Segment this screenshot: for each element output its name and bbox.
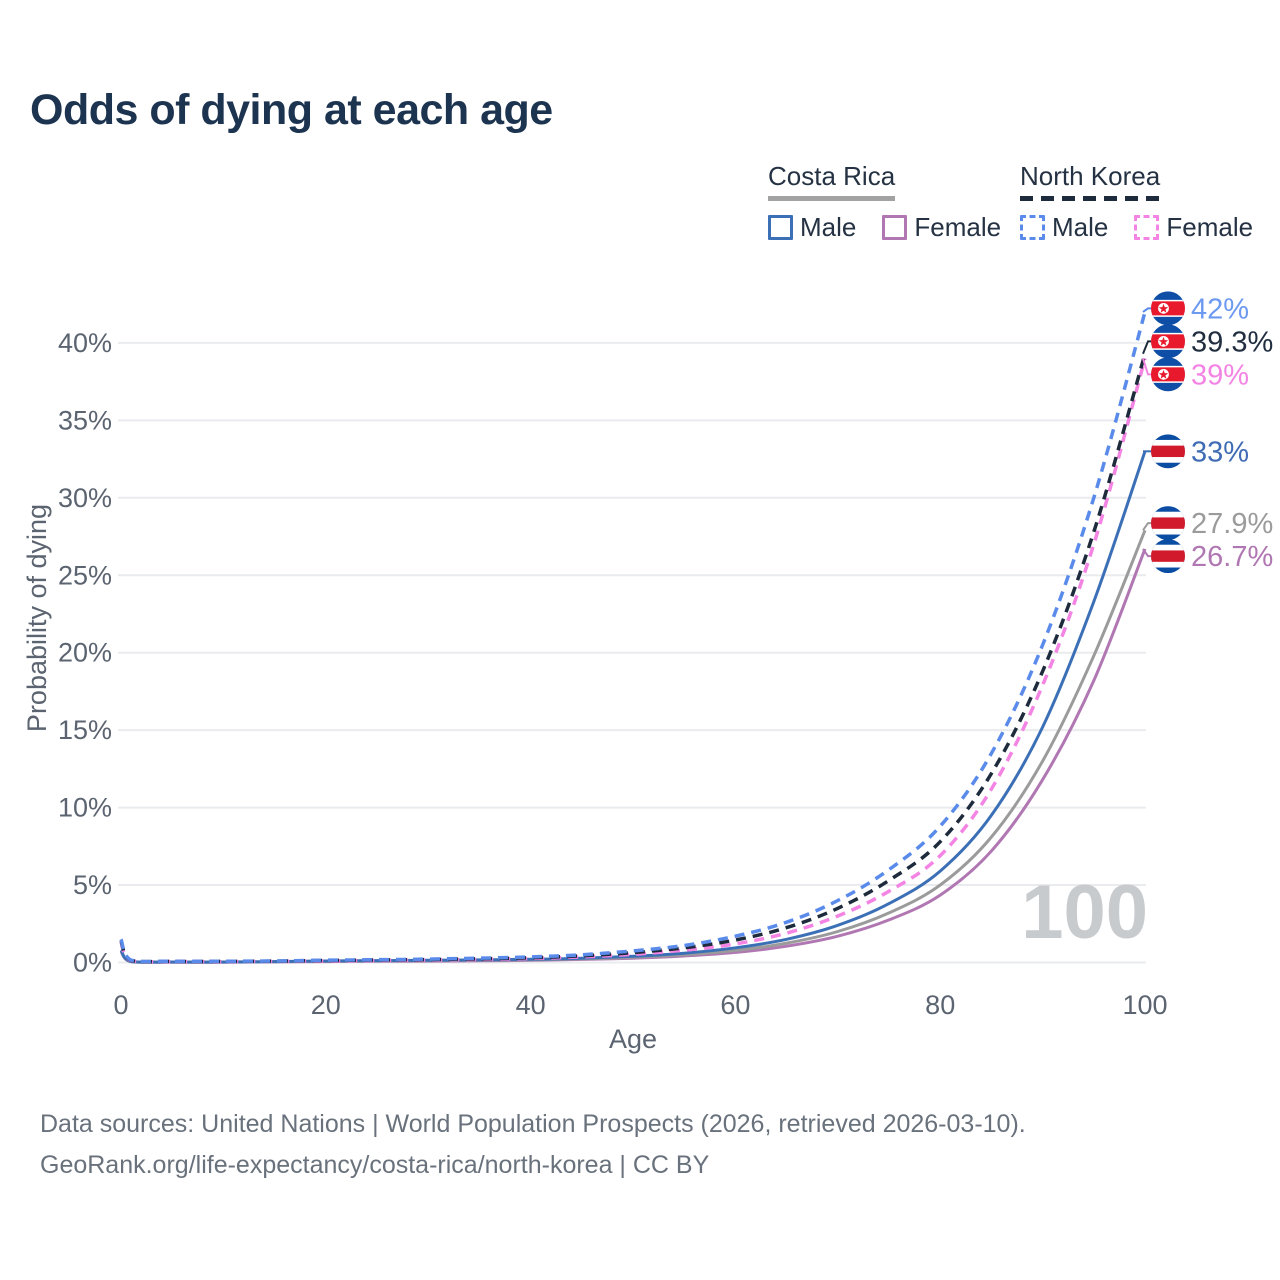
series-callout-north-korea-male: [1142, 307, 1151, 313]
north-korea-flag-icon: [1151, 291, 1185, 326]
costa-rica-flag-icon: [1151, 506, 1185, 541]
north-korea-flag-icon: [1151, 357, 1185, 392]
dashed-swatch-icon: [1134, 215, 1160, 240]
dashed-swatch-icon: [1020, 215, 1045, 240]
series-end-label-north-korea-male: 42%: [1191, 293, 1249, 325]
legend-group-title: North Korea: [1020, 161, 1161, 191]
series-end-label-costa-rica-both-sexes: 27.9%: [1191, 508, 1273, 540]
series-line-north-korea-male[interactable]: [119, 311, 1147, 964]
series-callout-costa-rica-both-sexes: [1142, 522, 1151, 531]
page-title: Odds of dying at each age: [30, 86, 553, 134]
y-tick-label: 10%: [58, 793, 112, 823]
solid-swatch-icon: [882, 215, 908, 240]
legend-item-label: Male: [800, 212, 857, 242]
footer-data-sources: Data sources: United Nations | World Pop…: [40, 1110, 1026, 1138]
y-tick-label: 20%: [58, 638, 112, 668]
legend-group-header: North Korea: [1020, 161, 1161, 201]
series-callout-north-korea-both-sexes: [1142, 340, 1151, 355]
series-callout-north-korea-female: [1142, 358, 1151, 376]
series-line-costa-rica-both-sexes[interactable]: [119, 529, 1147, 964]
x-tick-label: 40: [516, 990, 546, 1020]
y-axis-title: Probability of dying: [22, 504, 52, 732]
y-tick-label: 30%: [58, 483, 112, 513]
costa-rica-flag-icon: [1151, 539, 1185, 574]
series-end-label-north-korea-both-sexes: 39.3%: [1191, 326, 1273, 358]
legend-item-label: Male: [1052, 212, 1109, 242]
x-tick-label: 100: [1122, 990, 1167, 1020]
series-end-label-north-korea-female: 39%: [1191, 359, 1249, 391]
legend-item-north-korea-female[interactable]: Female: [1134, 212, 1253, 243]
legend-group-north-korea: North Korea Male Female: [1020, 161, 1253, 243]
legend-item-label: Female: [914, 212, 1002, 242]
y-tick-label: 25%: [58, 560, 112, 590]
y-tick-label: 0%: [73, 948, 112, 978]
series-line-north-korea-female[interactable]: [119, 357, 1147, 964]
x-tick-label: 80: [925, 990, 955, 1020]
footer-attribution-link: GeoRank.org/life-expectancy/costa-rica/n…: [40, 1151, 710, 1179]
series-callout-costa-rica-female: [1142, 548, 1151, 558]
legend-group-header: Costa Rica: [768, 161, 896, 201]
x-axis-title: Age: [609, 1024, 657, 1054]
costa-rica-flag-icon: [1151, 434, 1185, 469]
y-tick-label: 5%: [73, 870, 112, 900]
legend-item-north-korea-male[interactable]: Male: [1020, 212, 1108, 243]
y-tick-label: 15%: [58, 715, 112, 745]
legend-item-costa-rica-female[interactable]: Female: [882, 212, 1001, 243]
legend-item-label: Female: [1166, 212, 1254, 242]
series-end-label-costa-rica-female: 26.7%: [1191, 541, 1273, 573]
footer: Data sources: United Nations | World Pop…: [40, 1104, 1026, 1186]
watermark-age-100: 100: [1021, 870, 1148, 955]
legend-item-costa-rica-male[interactable]: Male: [768, 212, 856, 243]
y-tick-label: 35%: [58, 405, 112, 435]
legend-group-costa-rica: Costa Rica Male Female: [768, 161, 1001, 243]
x-tick-label: 0: [113, 990, 128, 1020]
series-end-label-costa-rica-male: 33%: [1191, 436, 1249, 468]
x-tick-label: 60: [720, 990, 750, 1020]
dashed-line-style-icon: [1020, 196, 1161, 201]
solid-swatch-icon: [768, 215, 793, 240]
y-tick-label: 40%: [58, 328, 112, 358]
series-line-north-korea-both-sexes[interactable]: [119, 353, 1147, 964]
north-korea-flag-icon: [1151, 324, 1185, 359]
solid-line-style-icon: [768, 196, 896, 201]
x-tick-label: 20: [311, 990, 341, 1020]
legend-group-title: Costa Rica: [768, 161, 896, 191]
